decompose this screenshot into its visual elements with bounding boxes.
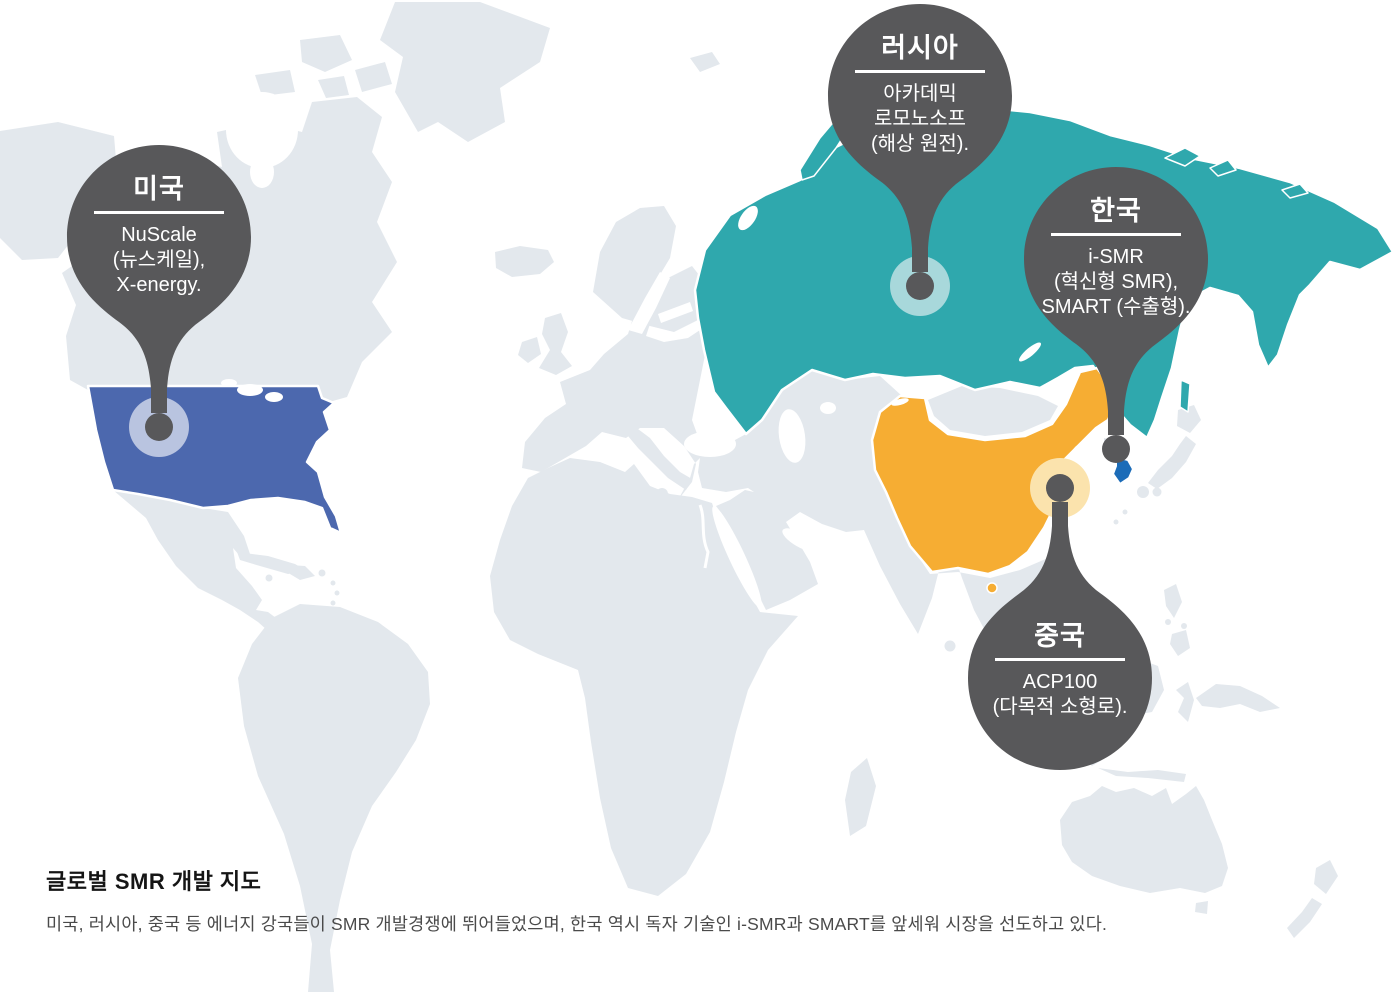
island-hainan [986, 582, 998, 594]
arctic-islands [255, 35, 720, 98]
sea-caspian [778, 409, 806, 463]
caption: 글로벌 SMR 개발 지도 미국, 러시아, 중국 등 에너지 강국들이 SMR… [46, 864, 1246, 936]
island-puerto-rico [318, 569, 326, 577]
island-kyushu [1137, 486, 1149, 498]
region-europe-asia [522, 296, 1084, 708]
country-italy [628, 426, 692, 490]
lake-superior [237, 384, 263, 396]
continent-south-america [238, 604, 430, 992]
island-okinawa-2 [1113, 519, 1119, 525]
islands-philippines [1164, 584, 1190, 656]
continent-africa [490, 458, 798, 896]
sea-james-bay [250, 156, 274, 188]
river-nile [698, 504, 710, 569]
island-honshu [1148, 436, 1196, 489]
islands-new-zealand [1287, 860, 1338, 938]
island-great-britain [539, 313, 572, 375]
sea-red-sea [712, 506, 762, 608]
country-china [870, 366, 1117, 576]
country-alaska [0, 122, 117, 260]
region-scandinavia [593, 206, 703, 332]
island-okinawa-1 [1122, 509, 1128, 515]
island-shikoku [1152, 487, 1162, 497]
island-hokkaido [1177, 405, 1201, 433]
island-hispaniola [289, 565, 315, 580]
lake-michigan [221, 379, 237, 387]
sea-baltic [628, 272, 670, 334]
island-sulawesi [1176, 682, 1194, 722]
island-philippine-1 [1165, 619, 1171, 625]
country-mexico-central-america [113, 490, 288, 638]
island-madagascar [845, 758, 876, 836]
island-philippine-2 [1181, 623, 1187, 629]
island-sakhalin [1179, 379, 1191, 413]
caption-title: 글로벌 SMR 개발 지도 [46, 869, 262, 894]
sea-hudson-bay [226, 92, 298, 168]
island-iceland [495, 246, 554, 277]
continent-australia [1060, 786, 1228, 893]
island-tasmania [1195, 901, 1208, 914]
lake-balkhash [891, 398, 909, 406]
island-java [1098, 768, 1186, 782]
lake-baikal [1018, 342, 1042, 362]
island-jamaica [265, 574, 273, 582]
island-ireland [518, 337, 541, 363]
island-sri-lanka [944, 640, 956, 652]
country-greenland [380, 2, 550, 142]
sea-black-sea [684, 431, 736, 457]
island-new-guinea [1196, 684, 1280, 712]
sea-bohai [1072, 443, 1088, 461]
sea-white-sea [738, 205, 758, 231]
island-antilles-2 [334, 590, 340, 596]
country-mongolia [928, 386, 1058, 436]
lake-aral [820, 402, 836, 414]
lake-erie-ontario [265, 392, 283, 402]
caption-description: 미국, 러시아, 중국 등 에너지 강국들이 SMR 개발경쟁에 뛰어들었으며,… [46, 914, 1108, 934]
sea-persian-gulf [782, 528, 818, 552]
sea-cutouts [226, 92, 836, 608]
island-antilles-1 [330, 580, 336, 586]
islands-arctic-russia [1164, 147, 1309, 199]
sea-gulf-of-finland [658, 302, 693, 323]
island-antilles-3 [330, 600, 336, 606]
country-south-korea [1112, 456, 1134, 485]
